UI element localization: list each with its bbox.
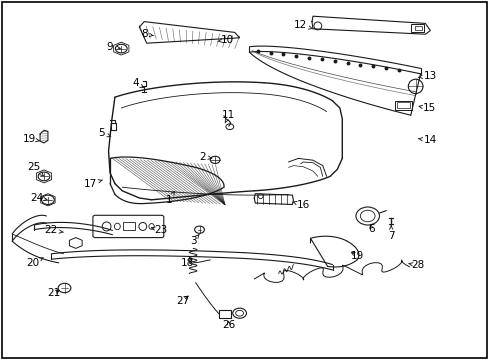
Text: 6: 6	[367, 224, 374, 234]
Bar	[414, 26, 421, 30]
Circle shape	[115, 44, 127, 53]
Text: 26: 26	[222, 320, 235, 330]
Text: 4: 4	[132, 78, 143, 88]
Text: 18: 18	[180, 258, 194, 268]
Text: 21: 21	[47, 288, 61, 298]
Text: 25: 25	[27, 162, 43, 176]
Bar	[396, 102, 409, 108]
Text: 22: 22	[44, 225, 63, 235]
Text: 9: 9	[106, 42, 120, 52]
Circle shape	[41, 195, 54, 204]
Text: 1: 1	[165, 192, 174, 205]
Text: 23: 23	[151, 225, 168, 235]
Text: 28: 28	[408, 260, 424, 270]
Text: 16: 16	[293, 200, 309, 210]
Text: 19: 19	[349, 251, 363, 261]
Text: 8: 8	[141, 29, 153, 39]
Text: 15: 15	[418, 103, 435, 113]
Text: 3: 3	[189, 234, 199, 246]
Circle shape	[38, 172, 50, 181]
Text: 2: 2	[199, 152, 211, 162]
Text: 7: 7	[387, 225, 394, 241]
Text: 19: 19	[22, 134, 39, 144]
Text: 12: 12	[293, 20, 312, 30]
Text: 10: 10	[218, 35, 233, 45]
Bar	[219, 310, 231, 318]
Text: 24: 24	[30, 193, 47, 203]
Text: 14: 14	[417, 135, 436, 145]
FancyBboxPatch shape	[93, 215, 163, 238]
Text: 11: 11	[222, 110, 235, 123]
Bar	[410, 24, 424, 32]
Text: 27: 27	[176, 296, 190, 306]
Text: 5: 5	[98, 128, 110, 138]
Bar	[123, 222, 135, 230]
Text: 13: 13	[417, 71, 436, 81]
Text: 17: 17	[83, 179, 102, 189]
Text: 20: 20	[27, 258, 43, 268]
Bar	[394, 101, 411, 110]
